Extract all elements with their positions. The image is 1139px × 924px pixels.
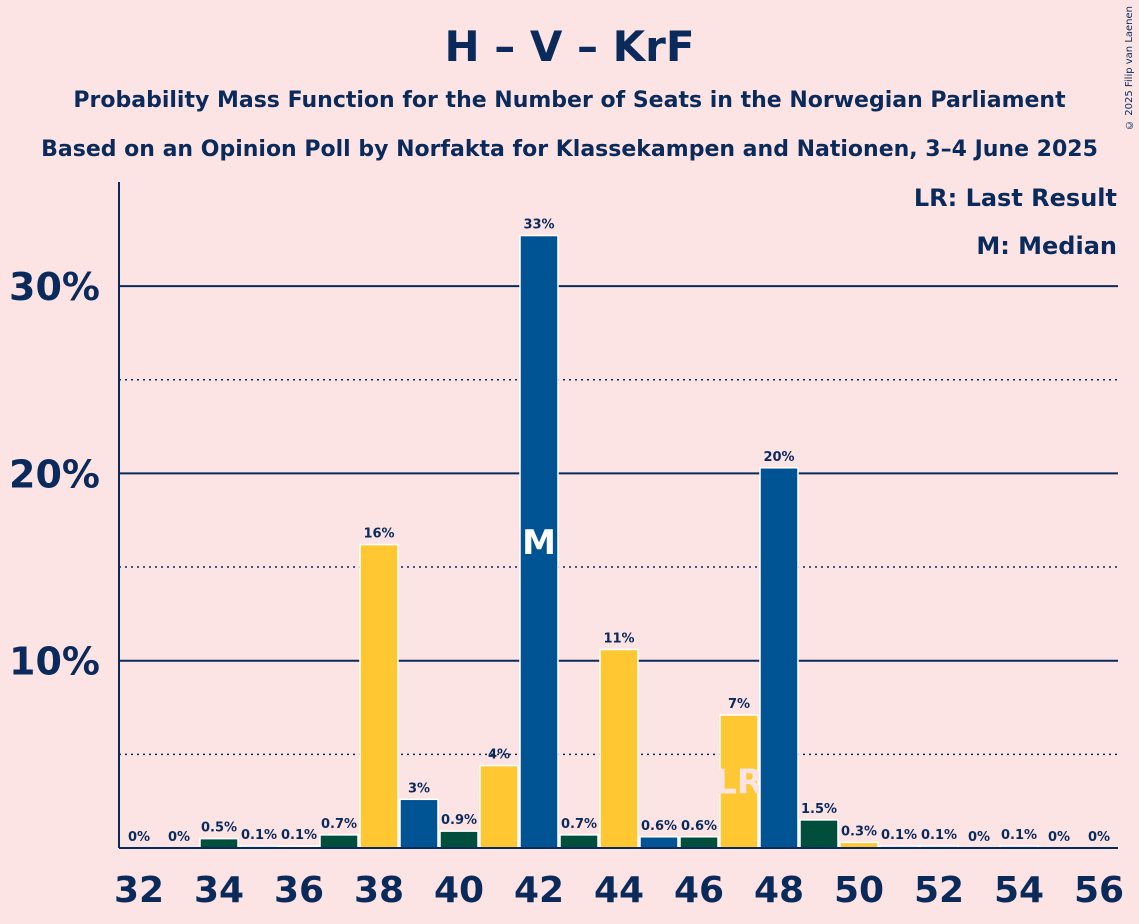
bar-seat-42 [519, 234, 559, 849]
data-label-seat-52: 0.1% [921, 828, 957, 843]
x-tick-label-52: 52 [914, 870, 964, 911]
data-label-seat-34: 0.5% [201, 821, 237, 836]
bar-seat-47 [719, 714, 759, 849]
x-tick-label-40: 40 [434, 870, 484, 911]
bar-seat-41 [479, 764, 519, 849]
data-label-seat-37: 0.7% [321, 817, 357, 832]
data-label-seat-45: 0.6% [641, 819, 677, 834]
data-label-seat-53: 0% [968, 830, 990, 845]
data-label-seat-41: 4% [488, 748, 510, 763]
x-tick-label-50: 50 [834, 870, 884, 911]
data-label-seat-38: 16% [363, 527, 394, 542]
bar-seat-46 [679, 836, 719, 849]
bar-seat-37 [319, 834, 359, 849]
data-label-seat-39: 3% [408, 781, 430, 796]
data-label-seat-36: 0.1% [281, 828, 317, 843]
bar-seat-43 [559, 834, 599, 849]
x-tick-label-36: 36 [274, 870, 324, 911]
data-label-seat-32: 0% [128, 830, 150, 845]
x-tick-label-48: 48 [754, 870, 804, 911]
data-label-seat-48: 20% [763, 450, 794, 465]
legend-last-result: LR: Last Result [913, 184, 1117, 212]
x-tick-label-54: 54 [994, 870, 1044, 911]
x-tick-label-38: 38 [354, 870, 404, 911]
bar-seat-48 [759, 467, 799, 849]
chart-subtitle-line2: Based on an Opinion Poll by Norfakta for… [41, 137, 1098, 162]
chart-subtitle-line1: Probability Mass Function for the Number… [73, 88, 1066, 113]
bar-seat-49 [799, 819, 839, 849]
last-result-marker: LR [715, 763, 763, 803]
data-label-seat-46: 0.6% [681, 819, 717, 834]
data-label-seat-40: 0.9% [441, 813, 477, 828]
data-label-seat-43: 0.7% [561, 817, 597, 832]
data-label-seat-56: 0% [1088, 830, 1110, 845]
x-tick-label-56: 56 [1074, 870, 1124, 911]
x-tick-label-44: 44 [594, 870, 644, 911]
data-label-seat-50: 0.3% [841, 824, 877, 839]
y-tick-label: 20% [9, 452, 100, 496]
data-label-seat-47: 7% [728, 697, 750, 712]
x-tick-label-32: 32 [114, 870, 164, 911]
chart-title: H – V – KrF [444, 22, 695, 71]
data-label-seat-54: 0.1% [1001, 828, 1037, 843]
data-label-seat-33: 0% [168, 830, 190, 845]
bar-seat-40 [439, 830, 479, 849]
data-label-seat-49: 1.5% [801, 802, 837, 817]
x-tick-label-46: 46 [674, 870, 724, 911]
x-tick-label-42: 42 [514, 870, 564, 911]
bar-seat-34 [199, 837, 239, 849]
data-label-seat-55: 0% [1048, 830, 1070, 845]
bar-seat-39 [399, 798, 439, 849]
x-tick-label-34: 34 [194, 870, 244, 911]
legend-median: M: Median [976, 232, 1117, 260]
y-tick-label: 10% [9, 640, 100, 684]
y-tick-label: 30% [9, 265, 100, 309]
data-label-seat-44: 11% [603, 631, 634, 646]
data-label-seat-51: 0.1% [881, 828, 917, 843]
data-label-seat-42: 33% [523, 218, 554, 233]
bar-seat-38 [359, 543, 399, 849]
median-marker: M [522, 523, 556, 563]
data-label-seat-35: 0.1% [241, 828, 277, 843]
bar-seat-45 [639, 836, 679, 849]
bar-seat-44 [599, 648, 639, 849]
